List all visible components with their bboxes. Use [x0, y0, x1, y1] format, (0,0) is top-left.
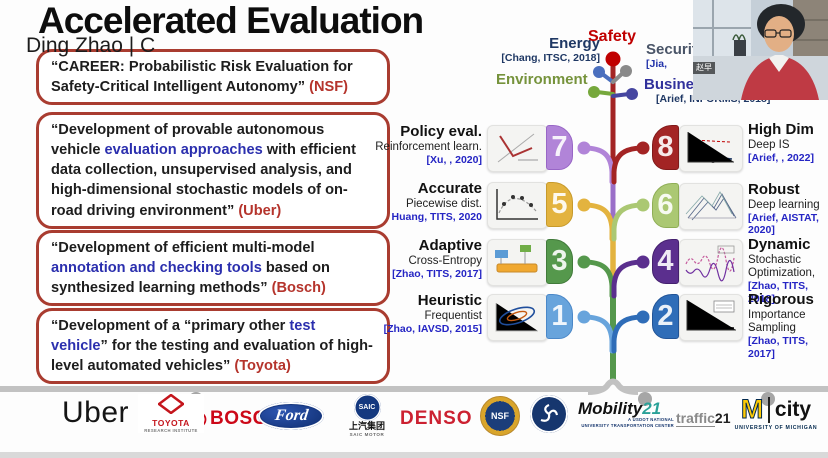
nsf-logo: NSF: [480, 396, 520, 436]
crown-environment-title: Environment: [496, 71, 588, 88]
crown-label-energy: Energy [Chang, ITSC, 2018]: [450, 35, 600, 64]
thumb-chart-accurate: [487, 182, 548, 229]
crown-energy-title: Energy: [549, 35, 600, 52]
bottom-strip: [0, 452, 828, 458]
crown-dot-security: [620, 65, 632, 77]
grant-org: (Bosch): [271, 280, 326, 297]
row-label-rigorous: Rigorous Importance Sampling [Zhao, TITS…: [748, 291, 814, 360]
grant-text: ” for the testing and evaluation of high…: [51, 338, 373, 375]
grant-text: “Development of a “primary other: [51, 318, 290, 334]
crown-label-environment: Environment: [496, 71, 588, 88]
tree-node-5: 5: [546, 182, 573, 227]
thumb-chart-dynamic: [679, 239, 743, 286]
row-label-high-dim: High Dim Deep IS [Arief, , 2022]: [748, 121, 814, 164]
grant-box-nsf: “CAREER: Probabilistic Risk Evaluation f…: [36, 49, 390, 106]
grant-text: “Development of provable autonomous vehi…: [51, 122, 325, 159]
crown-dot-environment: [588, 86, 600, 98]
crown-dot-safety: [605, 51, 621, 67]
grant-box-toyota: “Development of a “primary other test ve…: [36, 308, 390, 385]
row-label-dynamic: Dynamic Stochastic Optimization, [Zhao, …: [748, 236, 816, 305]
webcam-video[interactable]: 赵早: [693, 0, 828, 100]
tree-node-3: 3: [546, 239, 573, 284]
mobility21-logo: Mobility21 A USDOT NATIONAL UNIVERSITY TR…: [578, 399, 674, 429]
thumb-chart-policy-eval: [487, 125, 548, 172]
grant-highlight: evaluation approaches: [104, 142, 263, 159]
tree-node-7: 7: [546, 125, 573, 170]
ford-logo: Ford: [258, 402, 324, 430]
usdot-triskelion-icon: [540, 403, 559, 422]
tree-node-8: 8: [652, 125, 679, 170]
crown-label-security: Security [Jia,: [646, 41, 705, 70]
michigan-m-icon: M: [740, 394, 764, 424]
tree-node-2: 2: [652, 294, 679, 339]
crown-dot-energy: [593, 66, 605, 78]
grant-highlight: test vehicle: [51, 318, 316, 355]
page-title: Accelerated Evaluation: [38, 0, 424, 41]
grant-text: “Development of efficient multi-model: [51, 240, 315, 256]
grant-org: (Uber): [238, 202, 282, 219]
grant-highlight: annotation and checking tools: [51, 260, 262, 277]
thumb-chart-heuristic: [487, 294, 548, 341]
grant-box-uber: “Development of provable autonomous vehi…: [36, 112, 390, 229]
row-label-policy-eval: Policy eval. Reinforcement learn. [Xu, ,…: [375, 123, 482, 166]
toyota-research-institute-logo: TOYOTA RESEARCH INSTITUTE: [138, 393, 204, 434]
speaker-name-caption: Ding Zhao | C: [26, 34, 156, 57]
grant-text: “CAREER: Probabilistic Risk Evaluation f…: [51, 59, 353, 96]
webcam-scene: [693, 0, 828, 100]
crown-security-cite: [Jia,: [646, 58, 668, 70]
tree-node-1: 1: [546, 294, 573, 339]
grant-text: based on synthesized learning methods”: [51, 260, 330, 297]
mcity-logo: M city UNIVERSITY OF MICHIGAN: [734, 394, 818, 431]
usdot-logo: [530, 395, 568, 433]
grant-text: with efficient data collection, unsuperv…: [51, 142, 356, 219]
crown-security-title: Security: [646, 41, 706, 58]
crown-safety-title: Safety: [588, 28, 637, 45]
crown-dot-business: [626, 88, 638, 100]
thumb-diagram-adaptive: [487, 239, 548, 286]
webcam-name-watermark: 赵早: [693, 62, 715, 74]
grant-org: (NSF): [309, 79, 349, 96]
tree-node-6: 6: [652, 183, 679, 228]
thumb-chart-rigorous: [679, 294, 743, 341]
thumb-surface-robust: [679, 183, 743, 230]
tree-node-4: 4: [652, 239, 679, 284]
crown-energy-cite: [Chang, ITSC, 2018]: [501, 52, 600, 64]
uber-logo: Uber: [62, 396, 130, 429]
denso-logo: DENSO: [400, 408, 473, 429]
sponsor-logo-bar: Uber TOYOTA RESEARCH INSTITUTE BOSCH For…: [0, 392, 828, 458]
saic-logo: SAIC 上汽集团 SAIC MOTOR: [338, 394, 396, 437]
row-label-heuristic: Heuristic Frequentist [Zhao, IAVSD, 2015…: [383, 292, 482, 335]
traffic21-logo: traffic21: [676, 410, 731, 427]
row-label-adaptive: Adaptive Cross-Entropy [Zhao, TITS, 2017…: [392, 237, 482, 280]
row-label-robust: Robust Deep learning [Arief, AISTAT, 202…: [748, 181, 820, 237]
grant-org: (Toyota): [234, 358, 291, 375]
base-bar: [0, 386, 828, 392]
thumb-chart-high-dim: [679, 125, 743, 172]
row-label-accurate: Accurate Piecewise dist. Huang, TITS, 20…: [391, 180, 482, 223]
grant-box-bosch: “Development of efficient multi-model an…: [36, 230, 390, 307]
toyota-diamond-icon: [156, 393, 186, 415]
crown-label-safety: Safety: [588, 28, 636, 46]
